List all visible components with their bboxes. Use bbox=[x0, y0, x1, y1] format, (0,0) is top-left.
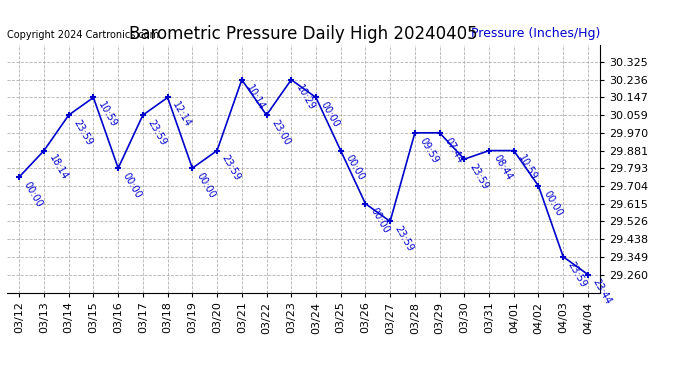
Text: 00:00: 00:00 bbox=[195, 171, 217, 200]
Text: 10:14: 10:14 bbox=[244, 82, 267, 111]
Text: 12:14: 12:14 bbox=[170, 100, 193, 129]
Text: 23:59: 23:59 bbox=[566, 260, 589, 289]
Text: 00:00: 00:00 bbox=[319, 100, 342, 129]
Text: 08:44: 08:44 bbox=[492, 153, 514, 182]
Text: 10:59: 10:59 bbox=[517, 153, 539, 183]
Text: 23:59: 23:59 bbox=[220, 153, 242, 183]
Text: 00:00: 00:00 bbox=[121, 171, 144, 200]
Text: 18:14: 18:14 bbox=[47, 153, 69, 182]
Text: 10:29: 10:29 bbox=[294, 82, 317, 112]
Text: 00:00: 00:00 bbox=[368, 207, 391, 236]
Text: 00:00: 00:00 bbox=[22, 180, 45, 209]
Text: 23:59: 23:59 bbox=[467, 162, 490, 191]
Text: Copyright 2024 Cartronics.com: Copyright 2024 Cartronics.com bbox=[7, 30, 159, 40]
Text: 23:59: 23:59 bbox=[146, 118, 168, 147]
Title: Barometric Pressure Daily High 20240405: Barometric Pressure Daily High 20240405 bbox=[129, 26, 478, 44]
Text: 00:00: 00:00 bbox=[344, 153, 366, 182]
Text: 09:59: 09:59 bbox=[417, 136, 440, 165]
Text: 00:00: 00:00 bbox=[541, 189, 564, 218]
Text: 23:44: 23:44 bbox=[591, 278, 613, 306]
Text: 23:59: 23:59 bbox=[72, 118, 94, 147]
Text: Pressure (Inches/Hg): Pressure (Inches/Hg) bbox=[471, 27, 600, 40]
Text: 07:44: 07:44 bbox=[442, 136, 465, 165]
Text: 23:59: 23:59 bbox=[393, 224, 415, 254]
Text: 10:59: 10:59 bbox=[96, 100, 119, 129]
Text: 23:00: 23:00 bbox=[269, 118, 292, 147]
